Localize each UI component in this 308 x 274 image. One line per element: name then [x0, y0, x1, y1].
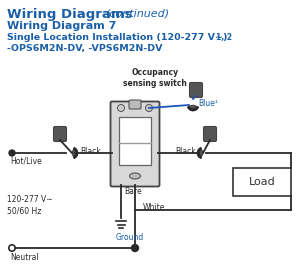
Text: Wiring Diagram 7: Wiring Diagram 7	[7, 21, 116, 31]
FancyBboxPatch shape	[129, 100, 141, 109]
Text: (continued): (continued)	[105, 8, 169, 18]
Ellipse shape	[129, 173, 140, 179]
Circle shape	[117, 104, 124, 112]
Bar	[119, 117, 151, 165]
FancyBboxPatch shape	[111, 101, 160, 187]
Text: Blue¹: Blue¹	[198, 99, 218, 109]
Text: 1, 2: 1, 2	[216, 33, 232, 42]
Wedge shape	[72, 147, 78, 159]
Circle shape	[9, 150, 15, 156]
Text: -OPS6M2N-DV, -VPS6M2N-DV: -OPS6M2N-DV, -VPS6M2N-DV	[7, 44, 163, 53]
Circle shape	[145, 104, 152, 112]
FancyBboxPatch shape	[54, 127, 67, 141]
Wedge shape	[190, 105, 196, 108]
Text: Occupancy
sensing switch: Occupancy sensing switch	[123, 68, 187, 88]
Circle shape	[132, 244, 139, 252]
Wedge shape	[197, 147, 203, 159]
Text: Load: Load	[249, 177, 275, 187]
Text: Wiring Diagrams: Wiring Diagrams	[7, 8, 132, 21]
Text: Single Location Installation (120-277 V∼): Single Location Installation (120-277 V∼…	[7, 33, 228, 42]
Circle shape	[9, 245, 15, 251]
Text: White: White	[143, 204, 165, 213]
Text: Ground: Ground	[116, 233, 144, 242]
Text: 120-277 V∼
50/60 Hz: 120-277 V∼ 50/60 Hz	[7, 195, 53, 216]
Wedge shape	[72, 150, 75, 156]
FancyBboxPatch shape	[189, 82, 202, 98]
Text: Bare: Bare	[124, 187, 142, 196]
Text: Black: Black	[175, 147, 196, 156]
Wedge shape	[200, 150, 203, 156]
Text: Neutral: Neutral	[10, 253, 38, 262]
Bar	[233, 168, 291, 196]
Text: Hot/Live: Hot/Live	[10, 157, 42, 166]
Text: Black: Black	[80, 147, 101, 156]
Wedge shape	[187, 105, 199, 111]
FancyBboxPatch shape	[204, 127, 217, 141]
